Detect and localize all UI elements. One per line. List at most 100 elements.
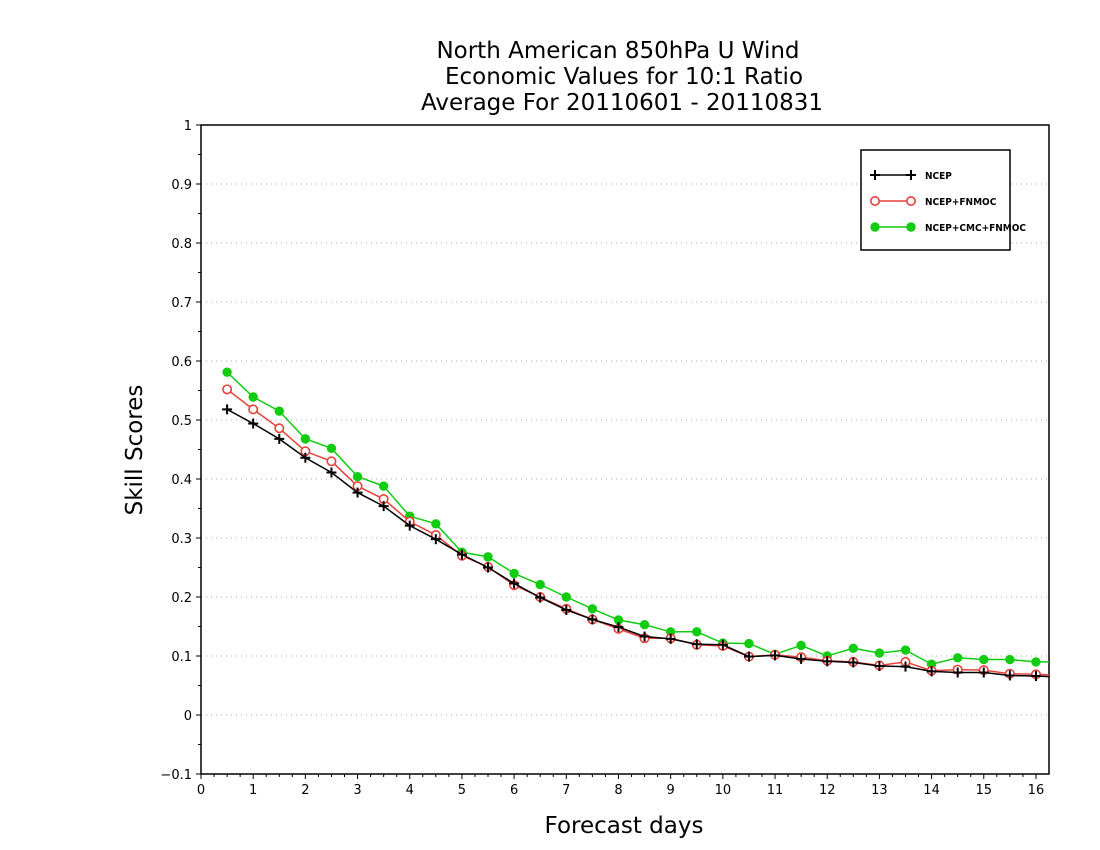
data-point (822, 656, 833, 667)
data-point (483, 552, 493, 562)
data-point (1004, 670, 1015, 681)
data-point (561, 604, 572, 615)
y-tick-label: 0.3 (171, 532, 192, 547)
data-point (378, 481, 389, 491)
data-point (874, 661, 885, 672)
data-point (1005, 654, 1015, 665)
x-tick-label: 8 (614, 783, 622, 798)
chart-title-line-3: Average For 20110601 - 20110831 (421, 90, 823, 116)
data-point (352, 487, 363, 498)
series-line (226, 388, 1050, 676)
data-point (352, 471, 363, 482)
data-point (587, 604, 598, 614)
data-point (900, 645, 911, 655)
legend-label: NCEP+FNMOC (925, 197, 997, 208)
data-point (952, 667, 963, 678)
data-point (848, 657, 859, 668)
data-point (905, 196, 916, 207)
data-point (691, 639, 702, 650)
y-tick-label: 0.4 (171, 473, 192, 488)
data-point (952, 653, 963, 663)
data-point (926, 666, 937, 677)
x-tick-label: 15 (975, 783, 992, 798)
chart-title-line-2: Economic Values for 10:1 Ratio (445, 64, 803, 90)
data-point (869, 196, 880, 207)
x-tick-label: 11 (767, 783, 784, 798)
y-tick-label: 0.1 (171, 650, 192, 665)
data-point (326, 443, 337, 454)
x-tick-label: 10 (715, 783, 732, 798)
legend-label: NCEP (925, 171, 952, 182)
data-point (561, 592, 571, 602)
data-point (404, 520, 415, 531)
x-tick-label: 13 (871, 783, 888, 798)
x-tick-label: 3 (353, 783, 361, 798)
y-tick-label: 0.6 (171, 355, 192, 370)
data-point (248, 392, 258, 402)
x-tick-label: 0 (197, 783, 205, 798)
data-point (979, 654, 989, 665)
data-point (900, 661, 911, 672)
data-point (796, 653, 807, 664)
data-point (274, 433, 285, 444)
y-axis-label: Skill Scores (122, 385, 148, 516)
data-point (743, 651, 754, 662)
data-point (639, 620, 650, 630)
y-tick-label: 0.2 (171, 591, 192, 606)
x-tick-label: 16 (1028, 783, 1045, 798)
x-tick-label: 5 (458, 783, 466, 798)
y-tick-label: 0.9 (171, 178, 192, 193)
series-ncep-fnmoc (222, 384, 1050, 680)
data-point (274, 423, 285, 434)
x-tick-label: 2 (301, 783, 309, 798)
x-tick-label: 4 (406, 783, 414, 798)
data-point (326, 467, 337, 478)
y-axis: −0.1 0 0.1 0.2 0.3 0.4 0.5 0.6 0.7 0.8 0.9 1 (160, 119, 201, 783)
y-tick-label: 0.5 (171, 414, 192, 429)
data-point (378, 501, 389, 512)
data-point (456, 549, 467, 560)
series-layer (222, 367, 1050, 682)
x-axis-label: Forecast days (545, 813, 704, 839)
data-point (587, 614, 598, 625)
data-point (222, 404, 233, 415)
x-tick-label: 1 (249, 783, 257, 798)
legend-box (860, 149, 1011, 251)
x-tick-label: 6 (510, 783, 518, 798)
data-point (906, 170, 916, 180)
data-point (509, 568, 519, 579)
data-point (692, 627, 702, 637)
data-point (665, 633, 676, 644)
data-point (870, 222, 880, 232)
legend-item: NCEP+CMC+FNMOC (870, 222, 1026, 234)
data-point (431, 519, 441, 529)
y-tick-label: −0.1 (160, 768, 192, 783)
chart-title: North American 850hPa U Wind Economic Va… (421, 38, 823, 116)
data-point (248, 404, 259, 415)
data-point (535, 592, 546, 603)
data-point (717, 639, 728, 650)
y-tick-label: 0 (184, 709, 192, 724)
data-point (509, 578, 520, 589)
series-ncep (222, 404, 1050, 682)
y-tick-label: 0.7 (171, 296, 192, 311)
chart-title-line-1: North American 850hPa U Wind (436, 38, 799, 64)
legend-item: NCEP+FNMOC (869, 196, 997, 208)
data-point (248, 418, 259, 429)
x-tick-label: 12 (819, 783, 836, 798)
data-point (639, 631, 650, 642)
data-point (1031, 657, 1041, 667)
legend: NCEP NCEP+FNMOC NCEP+CMC+FNMOC (860, 149, 1026, 251)
data-point (222, 384, 233, 395)
data-point (300, 434, 311, 444)
data-point (1030, 671, 1041, 682)
data-point (796, 640, 806, 651)
y-tick-label: 0.8 (171, 237, 192, 252)
data-point (978, 667, 989, 678)
data-point (326, 456, 337, 467)
data-point (906, 222, 916, 232)
series-ncep-cmc-fnmoc (222, 367, 1049, 669)
y-tick-label: 1 (184, 119, 192, 134)
data-point (222, 367, 232, 377)
